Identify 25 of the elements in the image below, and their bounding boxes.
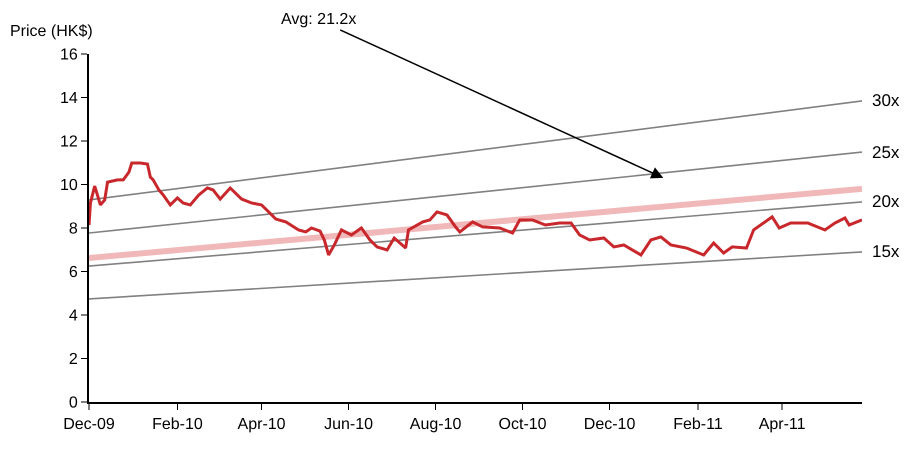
x-tick-label: Feb-11 xyxy=(673,416,723,434)
x-tick-label: Feb-10 xyxy=(152,416,203,434)
series-label: 30x xyxy=(872,91,900,110)
series-label: 15x xyxy=(872,242,900,261)
y-tick-label: 0 xyxy=(68,394,78,412)
y-tick-label: 14 xyxy=(60,90,78,108)
y-axis-title: Price (HK$) xyxy=(10,23,93,40)
x-tick-label: Jun-10 xyxy=(324,416,374,434)
y-tick-label: 10 xyxy=(60,177,78,194)
y-tick-label: 12 xyxy=(60,134,78,151)
x-tick-label: Apr-11 xyxy=(758,416,806,434)
y-tick-label: 8 xyxy=(68,220,78,238)
series-label: 25x xyxy=(872,143,900,162)
line-series xyxy=(89,161,862,256)
x-tick-label: Dec-09 xyxy=(63,416,115,434)
x-tick-label: Dec-10 xyxy=(584,416,636,434)
y-tick-label: 4 xyxy=(68,308,78,325)
y-tick-label: 6 xyxy=(68,264,78,282)
x-tick-label: Oct-10 xyxy=(498,416,547,434)
series-label: 20x xyxy=(872,192,900,211)
y-tick-label: 16 xyxy=(60,46,78,64)
x-tick-label: Aug-10 xyxy=(410,416,462,434)
y-tick-label: 2 xyxy=(68,351,78,368)
text: Avg: 21.2x xyxy=(281,11,356,28)
x-tick-label: Apr-10 xyxy=(238,416,286,434)
